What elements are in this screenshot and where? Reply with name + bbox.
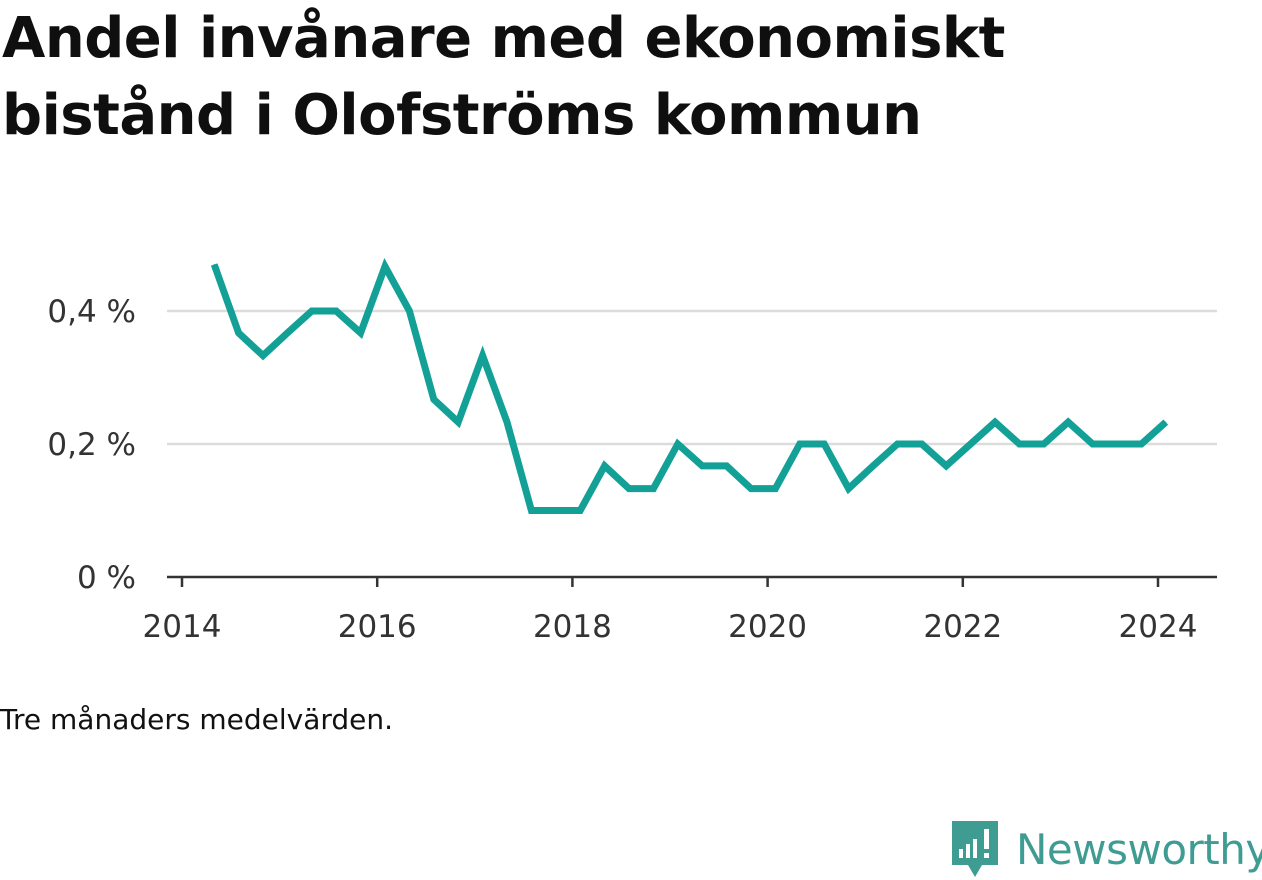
- data-point: [677, 443, 679, 445]
- x-tick-label: 2014: [143, 609, 222, 645]
- data-point: [726, 465, 728, 467]
- data-point: [238, 332, 240, 334]
- x-tick-label: 2022: [923, 609, 1002, 645]
- data-point: [994, 421, 996, 423]
- y-tick-label: 0 %: [77, 560, 136, 596]
- newsworthy-logo: Newsworthy: [950, 818, 1262, 880]
- data-point: [799, 443, 801, 445]
- newsworthy-logo-icon: [952, 821, 998, 877]
- x-axis-ticks: 2014 2016 2018 2020 2022 2024: [143, 577, 1198, 645]
- series-line: [210, 257, 1169, 514]
- data-point: [604, 465, 606, 467]
- y-tick-label: 0,2 %: [47, 427, 136, 463]
- data-point: [652, 488, 654, 490]
- data-point: [335, 310, 337, 312]
- x-tick-label: 2020: [728, 609, 807, 645]
- data-point: [823, 443, 825, 445]
- data-point: [408, 310, 410, 312]
- chart-title: Andel invånare med ekonomiskt bistånd i …: [2, 6, 1005, 148]
- y-axis-tick-labels: 0 % 0,2 % 0,4 %: [47, 294, 136, 596]
- data-point: [579, 510, 581, 511]
- chart-note: Tre månaders medelvärden.: [0, 703, 394, 736]
- data-point: [213, 264, 215, 265]
- x-tick-label: 2024: [1119, 609, 1198, 645]
- data-point: [555, 510, 557, 511]
- data-point: [945, 465, 947, 467]
- data-point: [530, 510, 532, 511]
- series-layer: [210, 257, 1169, 514]
- data-point: [701, 465, 703, 467]
- data-point: [286, 332, 288, 334]
- data-point: [628, 488, 630, 490]
- data-point: [262, 355, 264, 357]
- data-point: [457, 421, 459, 423]
- data-point: [506, 421, 508, 423]
- data-point: [1140, 443, 1142, 445]
- data-point: [360, 332, 362, 334]
- x-tick-label: 2018: [533, 609, 612, 645]
- data-point: [433, 398, 435, 400]
- x-tick-label: 2016: [338, 609, 417, 645]
- y-tick-label: 0,4 %: [47, 294, 136, 330]
- data-point: [1018, 443, 1020, 445]
- data-point: [1067, 421, 1069, 423]
- data-point: [384, 265, 386, 267]
- data-point: [311, 310, 313, 312]
- data-point: [970, 443, 972, 445]
- data-point: [848, 488, 850, 490]
- data-point: [482, 355, 484, 357]
- data-point: [1092, 443, 1094, 445]
- data-point: [872, 465, 874, 467]
- data-point: [921, 443, 923, 445]
- data-point: [774, 488, 776, 490]
- data-point: [896, 443, 898, 445]
- gridlines: [167, 309, 1217, 446]
- data-point: [1043, 443, 1045, 445]
- data-point: [750, 488, 752, 490]
- data-point: [1116, 443, 1118, 445]
- data-point: [1165, 421, 1167, 423]
- brand-name: Newsworthy: [1016, 824, 1262, 874]
